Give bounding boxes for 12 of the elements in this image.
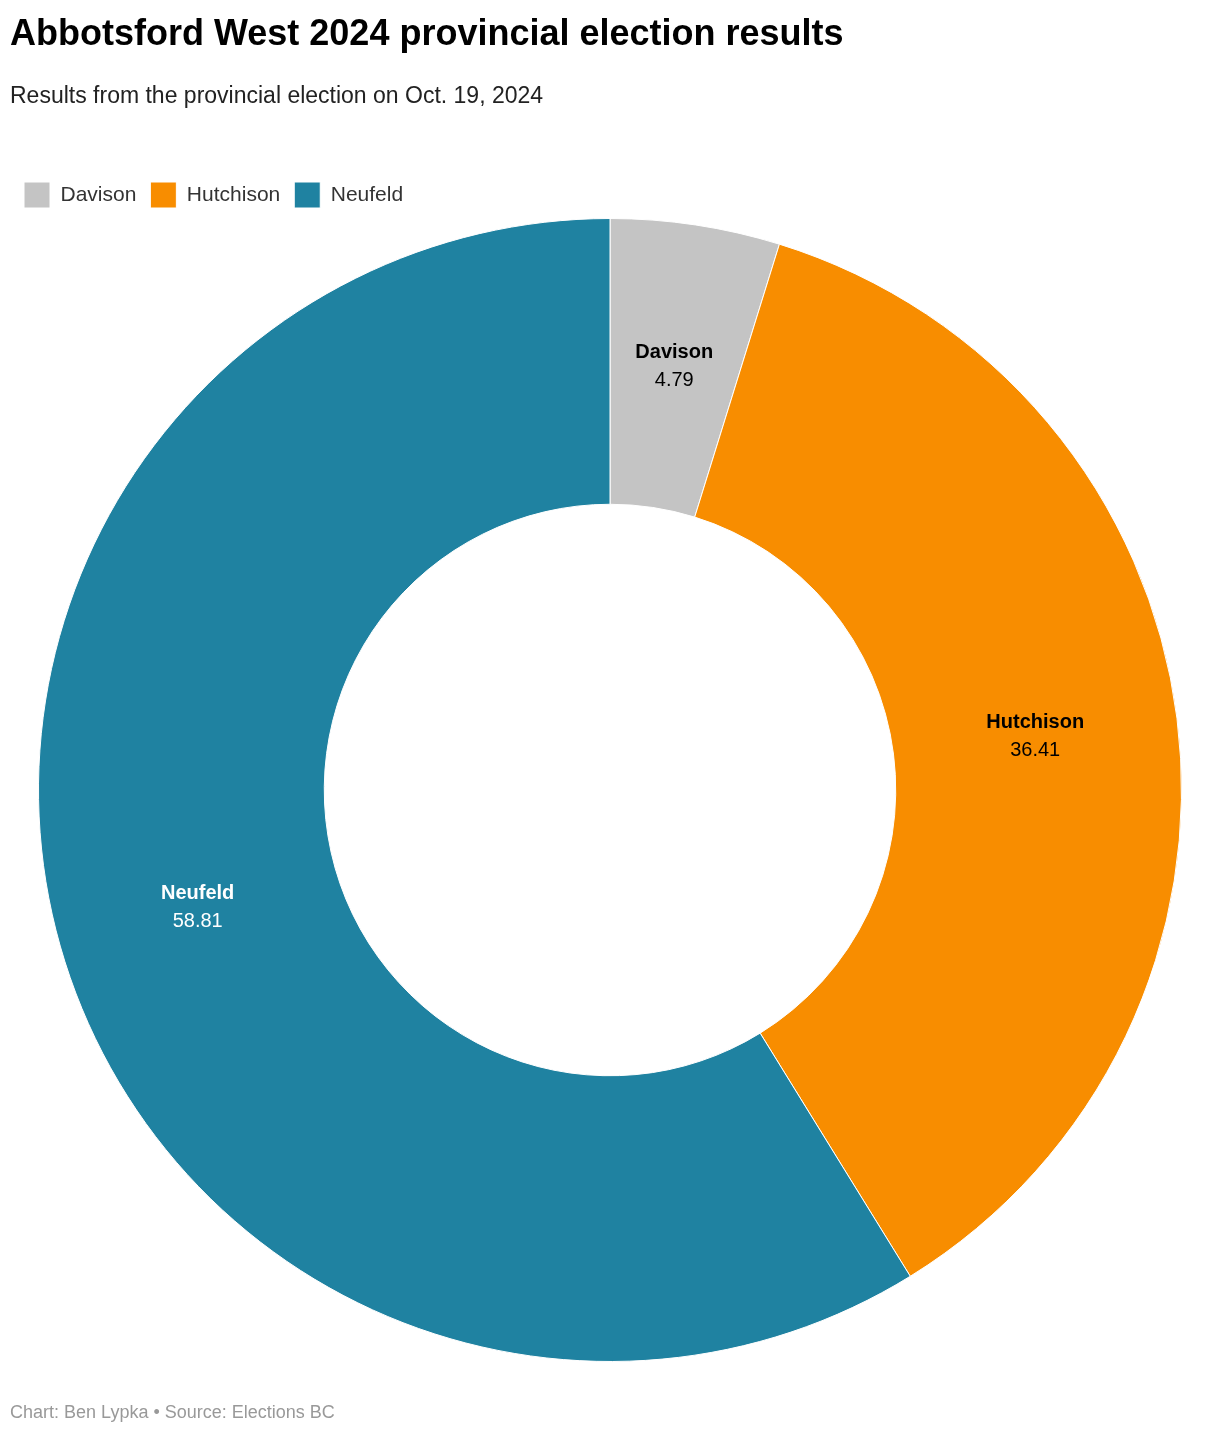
chart-subtitle: Results from the provincial election on Oct. 19, 2024	[10, 82, 544, 109]
slice-label: Davison	[635, 339, 714, 362]
slice-label: Hutchison	[986, 709, 1085, 732]
data-label: 58.81	[172, 908, 223, 931]
legend-label: Davison	[60, 181, 137, 205]
data-label: 4.79	[654, 367, 694, 390]
legend-label: Neufeld	[330, 181, 404, 205]
slice-label: Neufeld	[160, 880, 235, 903]
text: Chart: Ben Lypka • Source: Elections BC	[10, 1402, 335, 1423]
data-label: 36.41	[1010, 737, 1061, 760]
chart-title: Abbotsford West 2024 provincial election results	[10, 12, 844, 54]
legend-label: Hutchison	[186, 181, 281, 205]
